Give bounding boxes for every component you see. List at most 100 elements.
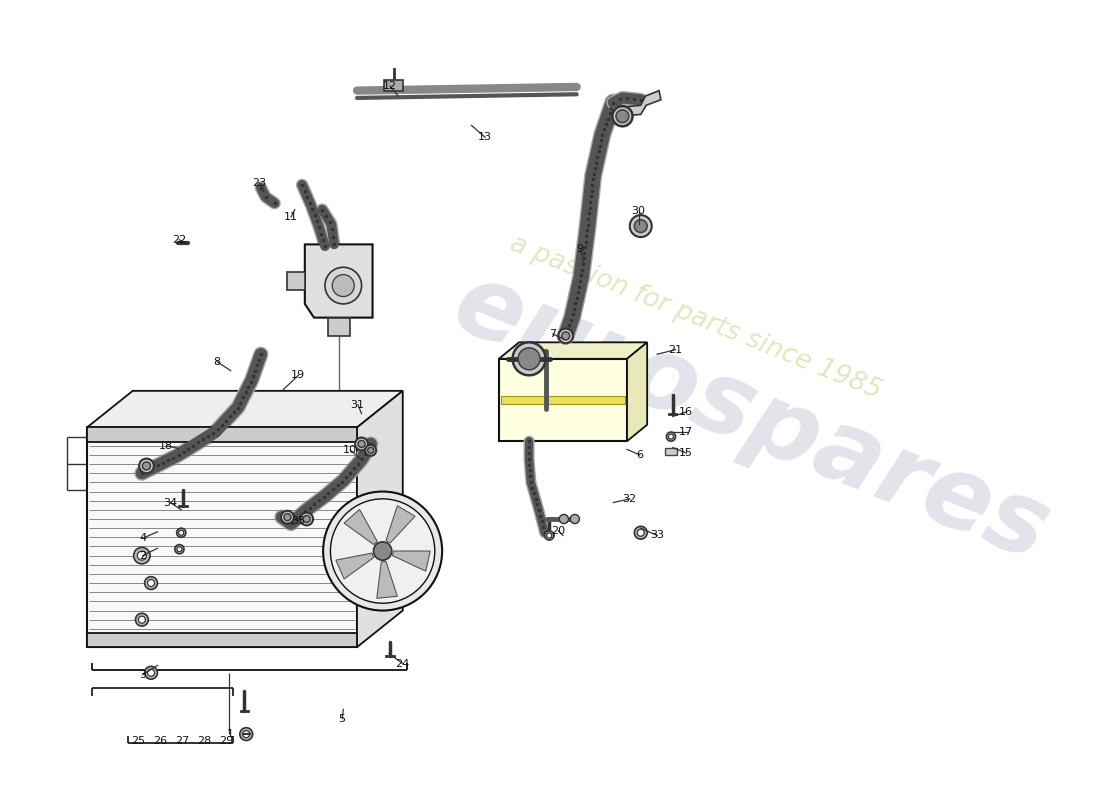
Circle shape [559,329,573,343]
Text: 31: 31 [351,399,364,410]
Circle shape [135,614,149,626]
Text: 20: 20 [551,526,565,536]
Circle shape [358,441,365,447]
Text: 9: 9 [576,244,584,254]
Polygon shape [344,510,377,545]
Circle shape [133,547,150,564]
Text: 26: 26 [153,737,167,746]
Text: 11: 11 [284,212,298,222]
Circle shape [635,526,647,539]
Circle shape [570,514,580,523]
Polygon shape [87,391,403,427]
Polygon shape [305,244,373,318]
Polygon shape [393,551,430,571]
Circle shape [144,577,157,590]
Polygon shape [386,506,415,543]
Circle shape [513,342,546,375]
Circle shape [667,432,675,441]
Text: 16: 16 [679,407,693,417]
Circle shape [613,106,632,126]
Circle shape [147,579,155,586]
Circle shape [355,438,368,450]
Bar [500,396,625,404]
Text: 10: 10 [343,446,358,455]
Bar [286,272,305,290]
Text: 13: 13 [477,132,492,142]
Text: 18: 18 [160,441,174,450]
Polygon shape [627,342,647,441]
Text: 34: 34 [163,498,177,507]
Text: 27: 27 [175,737,189,746]
Text: 29: 29 [219,737,233,746]
Text: 12: 12 [383,81,397,91]
Circle shape [330,499,434,603]
Circle shape [138,551,146,560]
Polygon shape [499,342,647,359]
Text: 32: 32 [623,494,637,504]
Circle shape [243,730,250,738]
Text: 28: 28 [197,737,211,746]
Circle shape [559,514,569,523]
Text: 3: 3 [139,670,146,680]
Text: 17: 17 [679,427,693,437]
Bar [499,359,627,441]
Polygon shape [358,391,403,647]
Circle shape [175,545,184,554]
Circle shape [374,542,392,560]
Text: 8: 8 [213,357,220,366]
Circle shape [280,510,294,523]
Circle shape [177,546,182,552]
Circle shape [518,348,540,370]
Text: 2: 2 [139,550,146,561]
Text: 21: 21 [668,345,682,354]
Text: eurospares: eurospares [439,255,1062,582]
Circle shape [637,530,645,536]
Circle shape [142,462,151,470]
Circle shape [300,513,313,526]
Text: 19: 19 [292,370,305,380]
Bar [328,318,350,336]
Circle shape [178,530,184,535]
Text: 30: 30 [631,206,646,215]
Circle shape [144,666,157,679]
Circle shape [367,447,374,454]
Text: 7: 7 [549,329,557,339]
Circle shape [635,220,647,233]
Bar [87,427,358,442]
Polygon shape [620,90,661,116]
Circle shape [139,458,154,474]
Text: 22: 22 [172,235,186,245]
Circle shape [630,215,651,237]
Circle shape [616,110,629,122]
Text: 15: 15 [679,448,693,458]
Polygon shape [336,553,374,579]
Text: 33: 33 [650,530,664,541]
Circle shape [139,616,145,623]
Text: 35: 35 [292,516,305,526]
Bar [664,447,678,455]
Text: 5: 5 [339,714,345,723]
Circle shape [332,274,354,297]
Text: a passion for parts since 1985: a passion for parts since 1985 [506,231,886,404]
Circle shape [324,267,362,304]
Circle shape [240,728,253,741]
Polygon shape [385,80,403,90]
Circle shape [547,533,552,538]
Bar [87,633,358,647]
Circle shape [147,670,155,676]
Circle shape [284,514,290,521]
Circle shape [365,445,376,456]
Circle shape [177,528,186,538]
Circle shape [669,434,673,439]
Text: 23: 23 [252,178,266,188]
Circle shape [323,491,442,610]
Circle shape [304,515,310,522]
Text: 6: 6 [636,450,644,460]
Bar [87,427,358,647]
Circle shape [544,531,553,540]
Text: 25: 25 [131,737,145,746]
Polygon shape [377,562,397,598]
Text: 4: 4 [139,534,146,543]
Circle shape [562,332,570,340]
Text: 1: 1 [227,729,234,739]
